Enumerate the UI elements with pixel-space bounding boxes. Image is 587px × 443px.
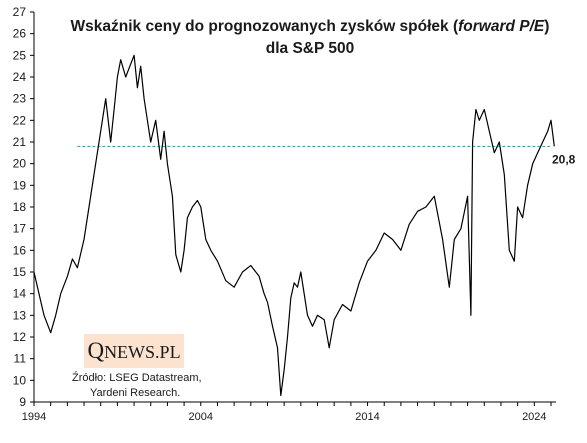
- title-suffix: ): [544, 18, 550, 35]
- forward-pe-series-line: [33, 54, 555, 397]
- y-tick-label: 12: [13, 330, 27, 344]
- title-prefix: Wskaźnik ceny do prognozowanych zysków s…: [70, 18, 459, 35]
- chart-title: Wskaźnik ceny do prognozowanych zysków s…: [40, 16, 580, 60]
- source-line1: Źródło: LSEG Datastream,: [72, 372, 202, 384]
- y-tick-label: 10: [13, 373, 27, 387]
- x-axis-ticks: 1994 2004 2014 2024: [22, 402, 552, 423]
- y-tick-label: 17: [13, 222, 27, 236]
- x-tick-label: 2004: [189, 411, 213, 423]
- y-tick-label: 26: [13, 27, 27, 41]
- y-tick-label: 14: [13, 287, 27, 301]
- y-tick-label: 15: [13, 265, 27, 279]
- y-tick-label: 18: [13, 200, 27, 214]
- y-tick-label: 25: [13, 48, 27, 62]
- x-tick-label: 1994: [22, 411, 46, 423]
- source-line2: Yardeni Research.: [90, 387, 181, 399]
- y-tick-label: 24: [13, 70, 27, 84]
- y-tick-label: 13: [13, 308, 27, 322]
- y-tick-label: 16: [13, 243, 27, 257]
- y-tick-label: 20: [13, 157, 27, 171]
- y-tick-label: 23: [13, 92, 27, 106]
- reference-value-label: 20,8: [552, 152, 576, 166]
- y-tick-label: 11: [14, 352, 27, 366]
- title-line2: dla S&P 500: [265, 40, 355, 57]
- logo-rest: NEWS.PL: [104, 342, 181, 362]
- qnews-logo: QNEWS.PL: [84, 334, 184, 368]
- source-note: Źródło: LSEG Datastream, Yardeni Researc…: [72, 371, 202, 401]
- x-tick-label: 2014: [355, 411, 379, 423]
- y-tick-label: 21: [13, 135, 27, 149]
- logo-q: Q: [87, 338, 105, 363]
- x-tick-label: 2024: [522, 411, 546, 423]
- y-tick-label: 22: [13, 113, 27, 127]
- y-axis-ticks: 9 10 11 12 13 14 15 16 17 18 19 20 21 22 23 24 25 26 27: [13, 5, 34, 409]
- y-tick-label: 27: [13, 5, 27, 19]
- y-tick-label: 19: [13, 178, 27, 192]
- y-tick-label: 9: [19, 395, 26, 409]
- title-italic: forward P/E: [458, 18, 545, 35]
